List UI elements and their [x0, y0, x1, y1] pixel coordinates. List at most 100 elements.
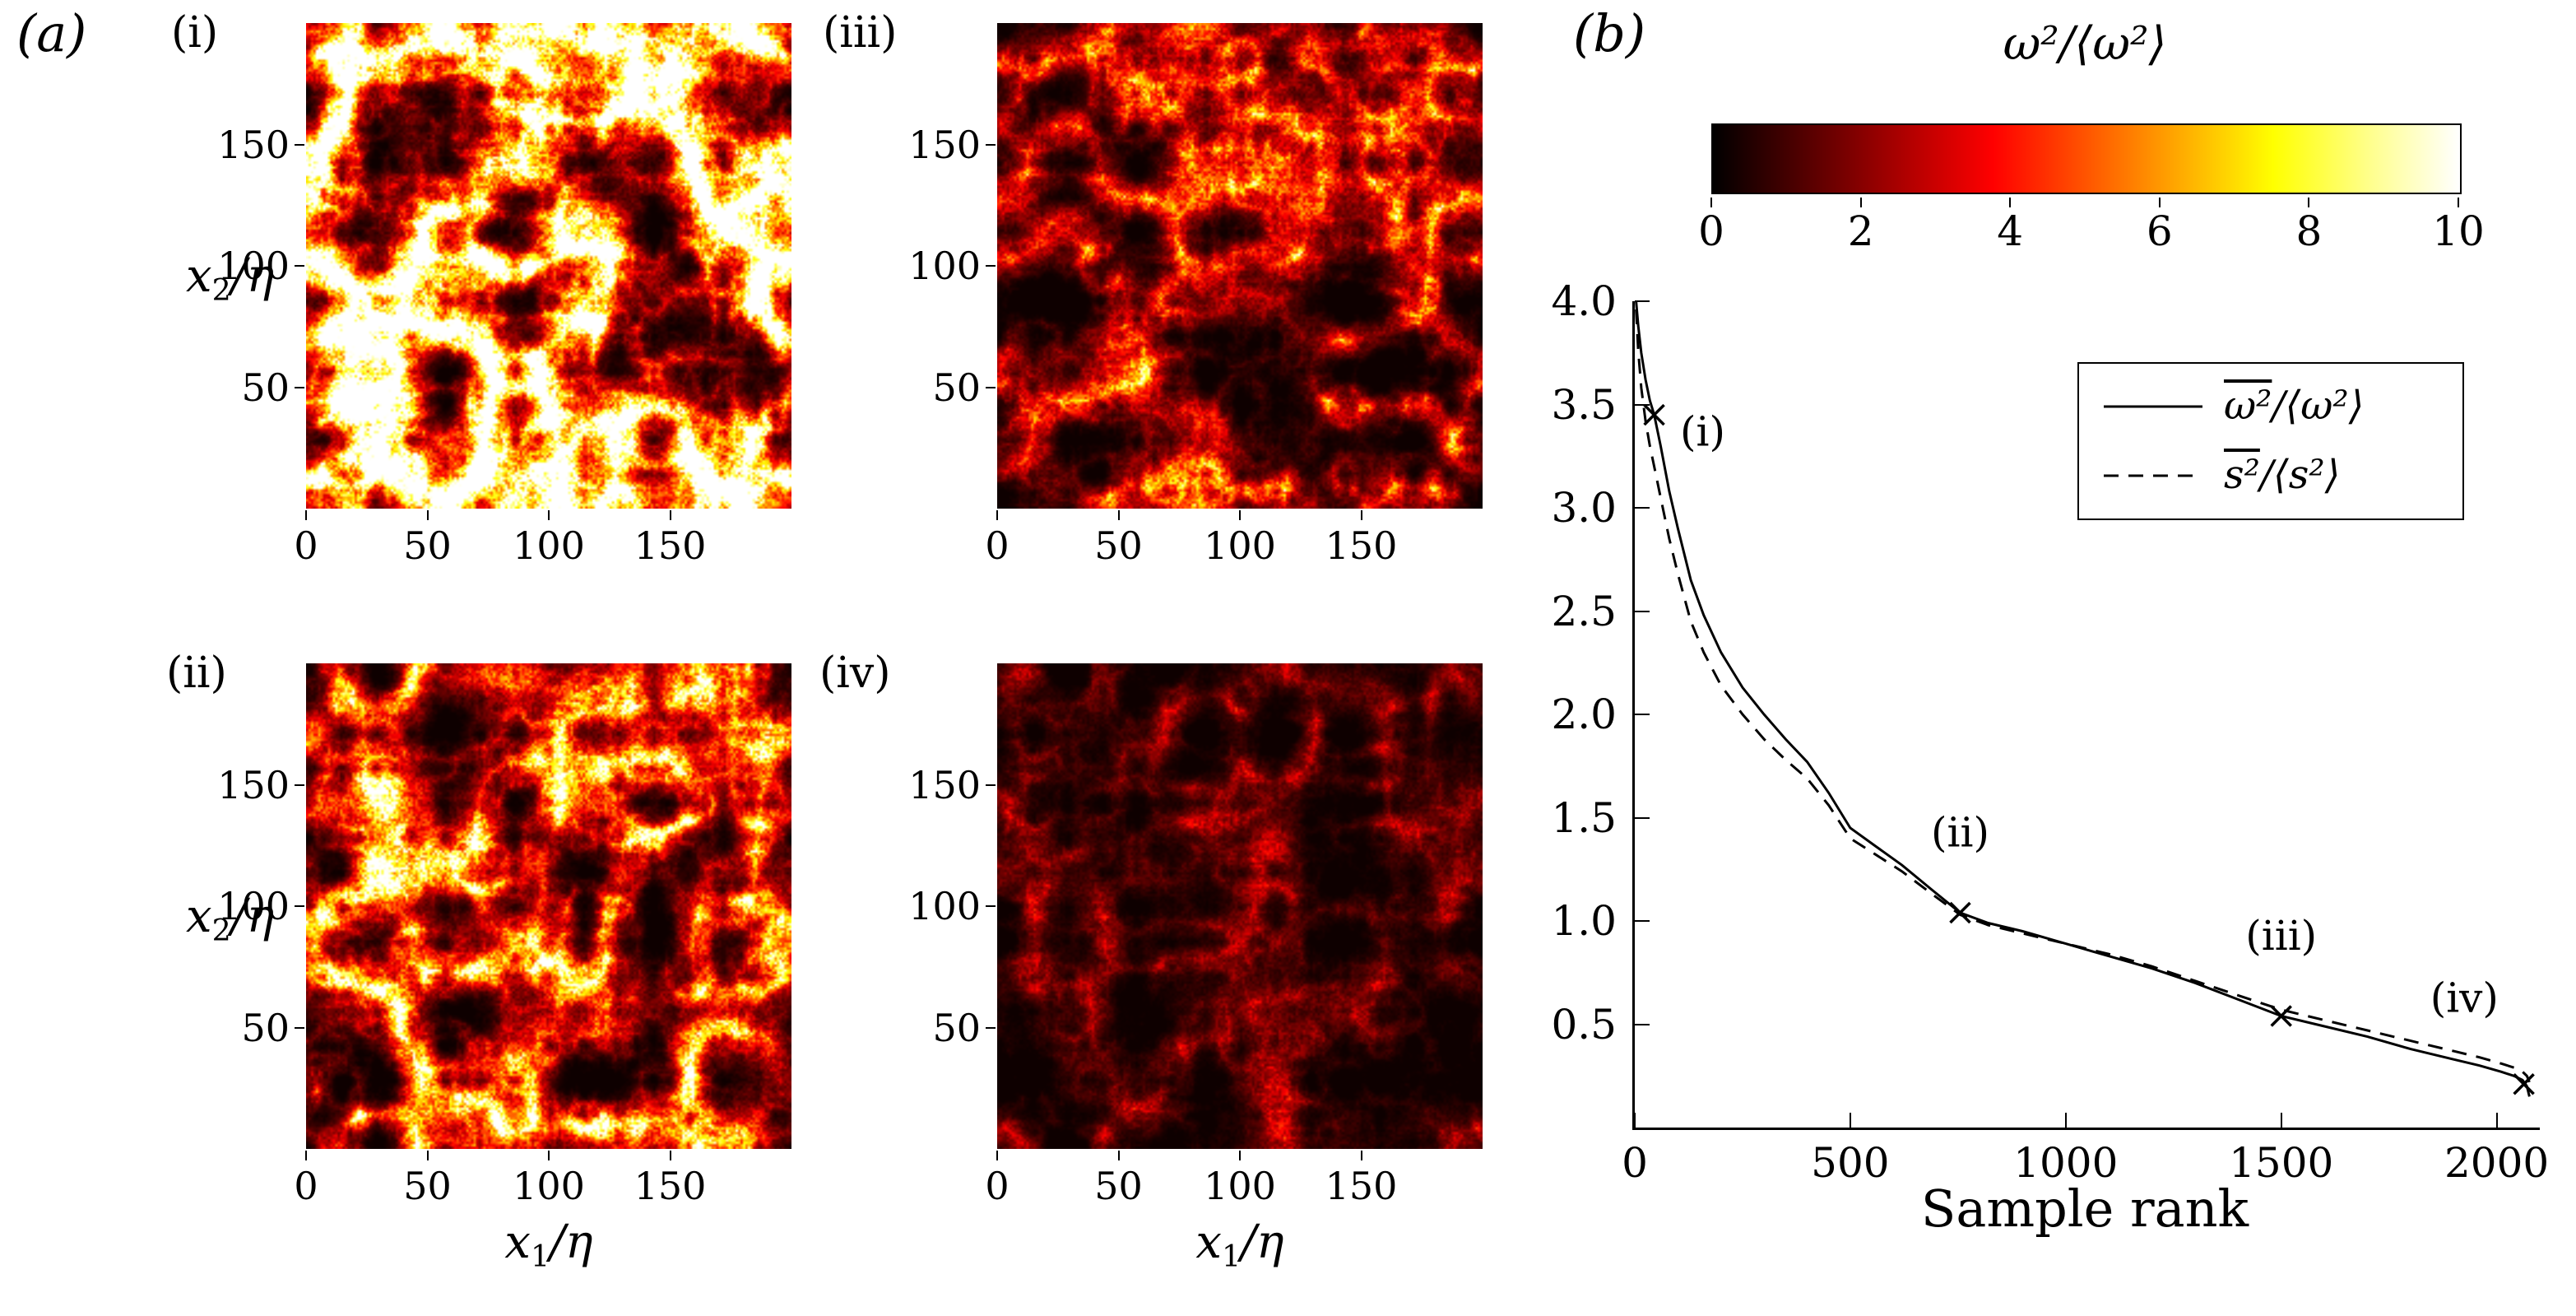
y-tick-mark	[986, 143, 996, 146]
subpanel-ii-label: (ii)	[166, 649, 227, 698]
rank-y-tick-label: 0.5	[1551, 1000, 1617, 1049]
sample-marker	[1949, 901, 1971, 924]
x-tick-mark	[1239, 1151, 1241, 1160]
sample-marker	[2513, 1073, 2535, 1095]
y-tick-mark	[295, 386, 304, 388]
y-tick-label: 150	[217, 762, 290, 807]
rank-plot-curves: (i) (ii) (iii) (iv)	[1635, 301, 2535, 1097]
y-axis-label: x2/η	[186, 253, 274, 305]
y-tick-label: 50	[932, 365, 981, 410]
rank-y-tick-label: 1.0	[1551, 897, 1617, 945]
solid-curve	[1635, 301, 2531, 1097]
sample-marker	[1643, 403, 1665, 426]
y-tick-mark	[295, 784, 304, 786]
legend-dashed-line	[2104, 474, 2202, 477]
x-tick-label: 100	[1204, 523, 1276, 568]
x-tick-label: 150	[1325, 1164, 1398, 1208]
marker-label: (i)	[1680, 408, 1725, 456]
subpanel-i-label: (i)	[171, 8, 219, 58]
rank-y-tick-mark	[1635, 507, 1650, 509]
rank-y-tick-label: 4.0	[1551, 277, 1617, 325]
colorbar-title: ω²/⟨ω²⟩	[2003, 17, 2167, 71]
x-tick-label: 50	[403, 1164, 452, 1208]
colorbar-tick-mark	[2158, 198, 2161, 207]
rank-x-tick-mark	[2280, 1113, 2282, 1128]
colorbar-tick-mark	[2308, 198, 2310, 207]
rank-y-tick-label: 2.0	[1551, 691, 1617, 738]
y-tick-mark	[986, 784, 996, 786]
y-tick-mark	[986, 265, 996, 267]
colorbar-tick-label: 2	[1847, 207, 1874, 255]
rank-x-tick-label: 2000	[2444, 1139, 2550, 1187]
marker-label: (iii)	[2245, 912, 2317, 960]
rank-y-tick-mark	[1635, 300, 1650, 302]
legend: ω²/⟨ω²⟩ s²/⟨s²⟩	[2077, 362, 2464, 520]
x-tick-mark	[305, 1151, 307, 1160]
x-tick-label: 150	[634, 1164, 707, 1208]
y-tick-label: 100	[217, 884, 290, 928]
y-tick-mark	[295, 1026, 304, 1029]
rank-y-tick-mark	[1635, 1023, 1650, 1025]
x-tick-mark	[1360, 510, 1362, 520]
rank-x-tick-label: 1500	[2229, 1139, 2334, 1187]
x-label-rest: /η	[550, 1216, 593, 1269]
x-tick-label: 0	[985, 523, 1010, 568]
y-label-rest: /η	[230, 249, 275, 303]
marker-label: (iv)	[2430, 974, 2499, 1021]
y-tick-mark	[295, 265, 304, 267]
colorbar-tick-label: 4	[1997, 207, 2024, 255]
x-label-sub: 1	[1222, 1238, 1242, 1274]
x-label-var: x	[1195, 1216, 1223, 1269]
y-tick-label: 100	[908, 884, 981, 928]
y-tick-label: 150	[908, 122, 981, 167]
x-tick-label: 0	[985, 1164, 1010, 1208]
y-tick-label: 50	[241, 1005, 290, 1050]
colorbar-tick-mark	[2458, 198, 2459, 207]
x-tick-label: 50	[403, 523, 452, 568]
legend-strain-overlined: s²	[2224, 452, 2260, 499]
sample-rank-label: Sample rank	[1920, 1179, 2249, 1239]
rank-y-tick-mark	[1635, 816, 1650, 819]
y-tick-label: 100	[908, 244, 981, 288]
subpanel-iv-label: (iv)	[819, 649, 891, 698]
x-label-rest: /η	[1241, 1216, 1284, 1269]
x-tick-label: 100	[513, 523, 585, 568]
vorticity-heatmap-i	[306, 23, 791, 509]
x-tick-mark	[548, 1151, 550, 1160]
legend-label-vorticity: ω²/⟨ω²⟩	[2224, 383, 2364, 430]
marker-label: (ii)	[1931, 809, 1989, 857]
colorbar-tick-labels: 0 2 4 6 8 10	[1698, 198, 2485, 263]
y-tick-label: 150	[908, 762, 981, 807]
y-tick-label: 50	[932, 1005, 981, 1050]
colorbar-tick-label: 0	[1698, 207, 1724, 255]
x-tick-label: 0	[294, 523, 318, 568]
x-tick-mark	[996, 1151, 998, 1160]
rank-x-tick-label: 500	[1811, 1139, 1890, 1187]
vorticity-heatmap-ii	[306, 663, 791, 1149]
rank-y-tick-mark	[1635, 403, 1650, 406]
colorbar	[1711, 123, 2462, 194]
rank-x-tick-label: 0	[1622, 1139, 1648, 1187]
rank-y-tick-mark	[1635, 920, 1650, 922]
y-label-rest: /η	[230, 890, 275, 943]
x-tick-mark	[1360, 1151, 1362, 1160]
x-tick-label: 150	[634, 523, 707, 568]
rank-y-tick-label: 3.5	[1551, 380, 1617, 429]
y-tick-mark	[295, 905, 304, 907]
x-tick-mark	[1117, 510, 1120, 520]
dashed-curve	[1635, 309, 2531, 1083]
colorbar-tick-label: 6	[2146, 207, 2173, 255]
sample-marker	[2270, 1005, 2292, 1027]
y-tick-mark	[986, 1026, 996, 1029]
x-tick-mark	[426, 1151, 429, 1160]
rank-plot: (i) (ii) (iii) (iv) 0 500 1000 1500 2000 0.5 1.0…	[1551, 281, 2549, 1183]
legend-vorticity-rest: /⟨ω²⟩	[2272, 383, 2365, 430]
panel-b-label: (b)	[1573, 3, 1646, 63]
x-tick-mark	[996, 510, 998, 520]
legend-solid-line	[2104, 405, 2202, 408]
x-tick-label: 100	[513, 1164, 585, 1208]
y-tick-label: 50	[241, 365, 290, 410]
panel-a-label: (a)	[16, 3, 87, 63]
rank-y-tick-mark	[1635, 714, 1650, 715]
y-label-var: x	[186, 249, 212, 303]
